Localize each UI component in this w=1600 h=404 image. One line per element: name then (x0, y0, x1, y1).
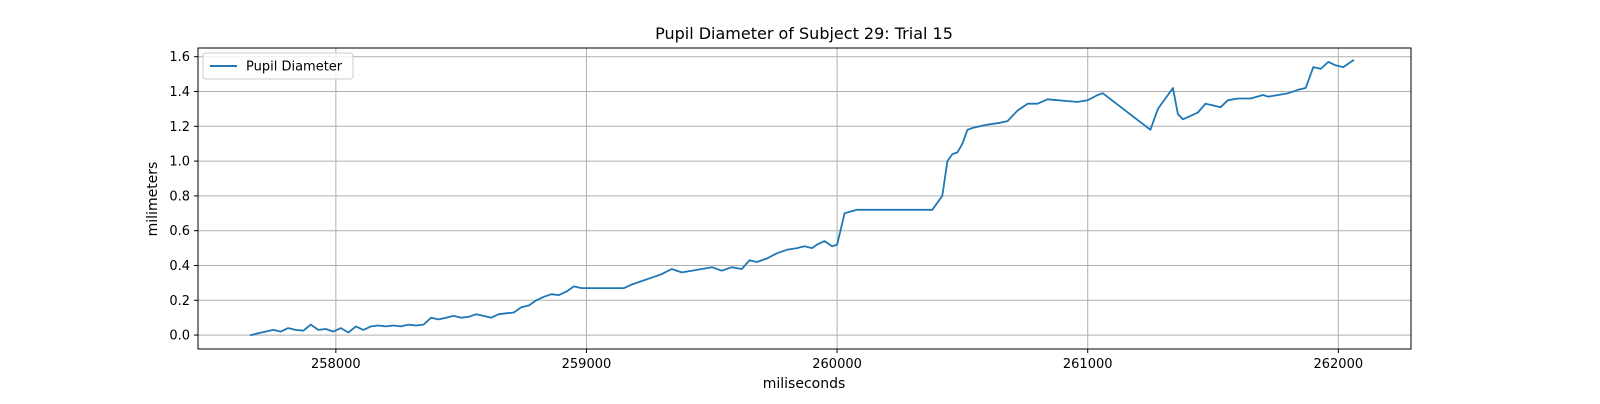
y-tick-label: 1.2 (169, 120, 190, 135)
x-tick-label: 259000 (562, 357, 612, 372)
x-tick-label: 260000 (812, 357, 862, 372)
y-tick-label: 0.0 (169, 329, 190, 344)
series-layer (249, 59, 1355, 337)
plot-frame (197, 47, 1412, 350)
y-tick-label: 0.8 (169, 189, 190, 204)
y-tick-label: 0.2 (169, 294, 190, 309)
chart-title: Pupil Diameter of Subject 29: Trial 15 (655, 24, 953, 43)
y-tick-label: 0.4 (169, 259, 190, 274)
legend-label: Pupil Diameter (246, 60, 343, 75)
series-line-pupil-diameter (249, 59, 1355, 337)
y-tick-label: 1.6 (169, 50, 190, 65)
x-tick-label: 258000 (311, 357, 361, 372)
y-tick-label: 0.6 (169, 224, 190, 239)
y-axis-label: milimeters (145, 162, 161, 237)
grid (198, 48, 1411, 349)
legend-box (202, 52, 354, 80)
y-tick-label: 1.0 (169, 155, 190, 170)
legend: Pupil Diameter (202, 52, 354, 80)
y-axis: 0.0 0.2 0.4 0.6 0.8 1.0 1.2 1.4 1.6 (169, 50, 198, 344)
x-axis-label: miliseconds (763, 376, 846, 392)
x-axis: 258000 259000 260000 261000 262000 (311, 349, 1363, 372)
x-tick-label: 261000 (1063, 357, 1113, 372)
y-tick-label: 1.4 (169, 85, 190, 100)
x-tick-label: 262000 (1313, 357, 1363, 372)
